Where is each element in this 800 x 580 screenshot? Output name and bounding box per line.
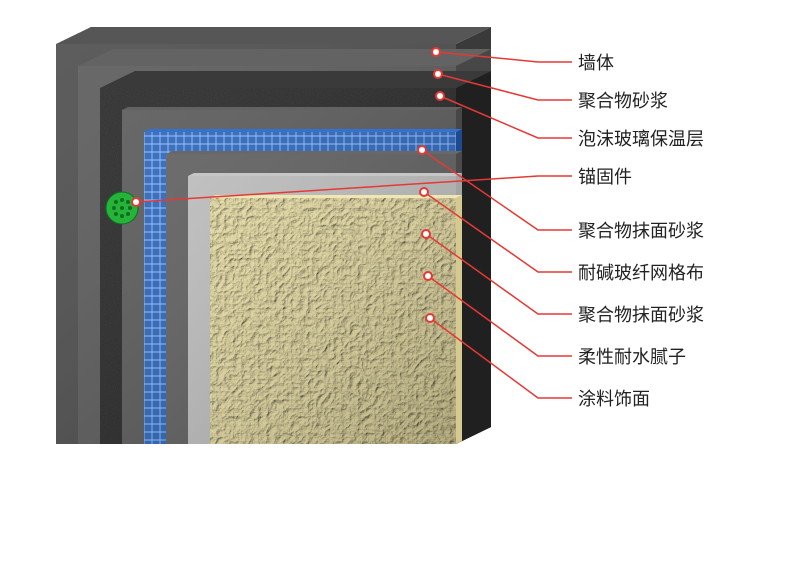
layer-label-render1: 聚合物抹面砂浆 [578, 217, 704, 243]
layer-label-text: 聚合物抹面砂浆 [578, 305, 704, 325]
layer-label-text: 耐碱玻纤网格布 [578, 263, 704, 283]
layer-label-mesh: 耐碱玻纤网格布 [578, 259, 704, 285]
layer-label-text: 泡沫玻璃保温层 [578, 129, 704, 149]
layer-label-text: 聚合物砂浆 [578, 91, 668, 111]
layer-label-text: 柔性耐水腻子 [578, 347, 686, 367]
layer-label-polymer: 聚合物砂浆 [578, 87, 668, 113]
layer-label-anchor: 锚固件 [578, 163, 632, 189]
layer-label-wall: 墙体 [578, 49, 614, 75]
layer-label-paint: 涂料饰面 [578, 385, 650, 411]
layer-label-text: 锚固件 [578, 167, 632, 187]
layer-label-foamglass: 泡沫玻璃保温层 [578, 125, 704, 151]
layer-label-render2: 聚合物抹面砂浆 [578, 301, 704, 327]
layer-label-text: 墙体 [578, 53, 614, 73]
layer-label-text: 聚合物抹面砂浆 [578, 221, 704, 241]
layer-label-text: 涂料饰面 [578, 389, 650, 409]
leaders-svg [0, 0, 800, 580]
diagram-stage: 墙体聚合物砂浆泡沫玻璃保温层锚固件聚合物抹面砂浆耐碱玻纤网格布聚合物抹面砂浆柔性… [0, 0, 800, 580]
layers-svg [0, 0, 800, 580]
layer-label-putty: 柔性耐水腻子 [578, 343, 686, 369]
